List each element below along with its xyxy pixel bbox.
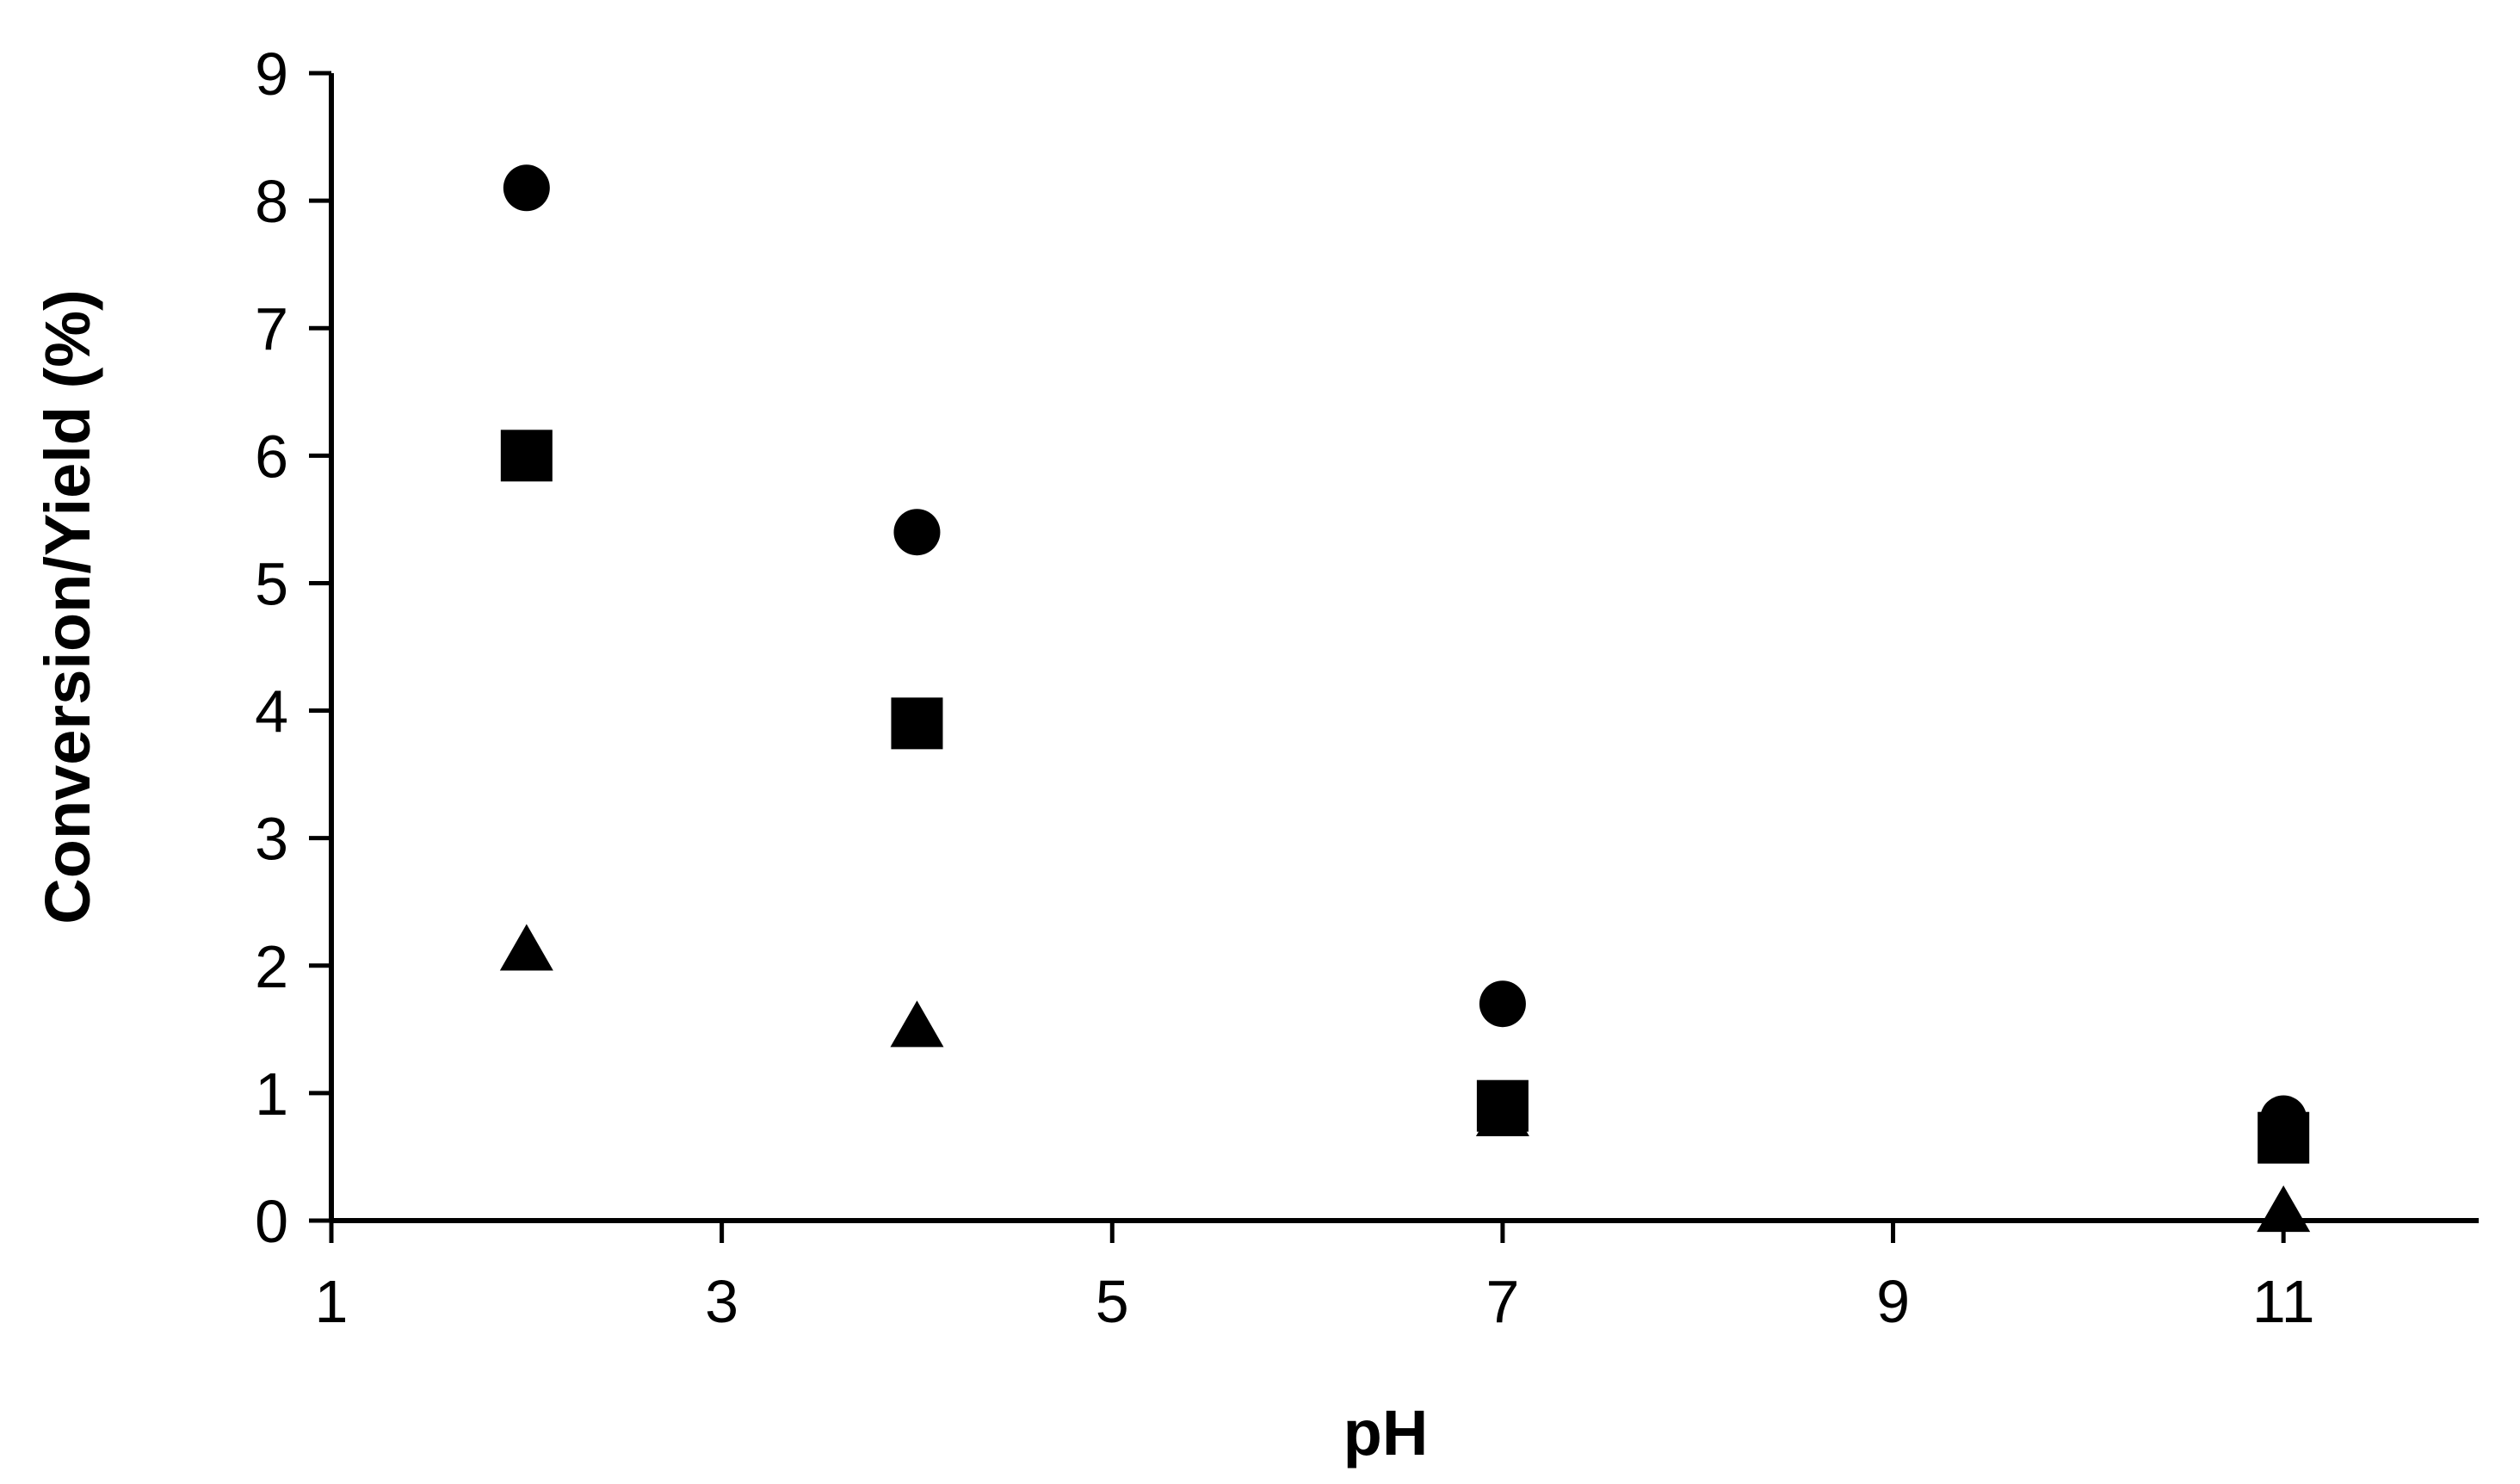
triangle-point [499,924,553,971]
y-tick-label: 2 [255,933,288,1000]
square-point [891,697,943,750]
x-tick-label: 9 [1876,1268,1910,1335]
x-tick-label: 1 [315,1268,349,1335]
x-tick-label: 11 [2252,1268,2315,1335]
y-tick-label: 9 [255,40,288,108]
y-tick-label: 3 [255,806,288,873]
y-tick-label: 8 [255,168,288,235]
y-tick-label: 7 [255,295,288,362]
circle-point [893,509,941,556]
x-axis: 1 3 5 7 9 11 [315,1218,2479,1335]
triangle-point [890,1000,944,1048]
y-tick-label: 4 [255,678,288,745]
x-tick-label: 7 [1485,1268,1519,1335]
data-points [499,164,2311,1233]
triangle-point [1475,1090,1529,1137]
y-axis: 0 1 2 3 4 5 6 7 8 9 [255,40,334,1255]
circle-point [503,164,550,212]
y-tick-label: 1 [255,1060,288,1128]
y-tick-label: 0 [255,1188,288,1255]
y-tick-label: 5 [255,550,288,617]
circle-point [1479,980,1526,1028]
x-tick-label: 3 [705,1268,738,1335]
square-point [500,430,553,482]
x-axis-title: pH [1343,1397,1429,1469]
triangle-point [2257,1185,2311,1233]
y-axis-title: Conversion/Yield (%) [32,289,103,924]
x-tick-label: 5 [1096,1268,1129,1335]
square-point [2258,1111,2310,1164]
y-tick-label: 6 [255,423,288,490]
